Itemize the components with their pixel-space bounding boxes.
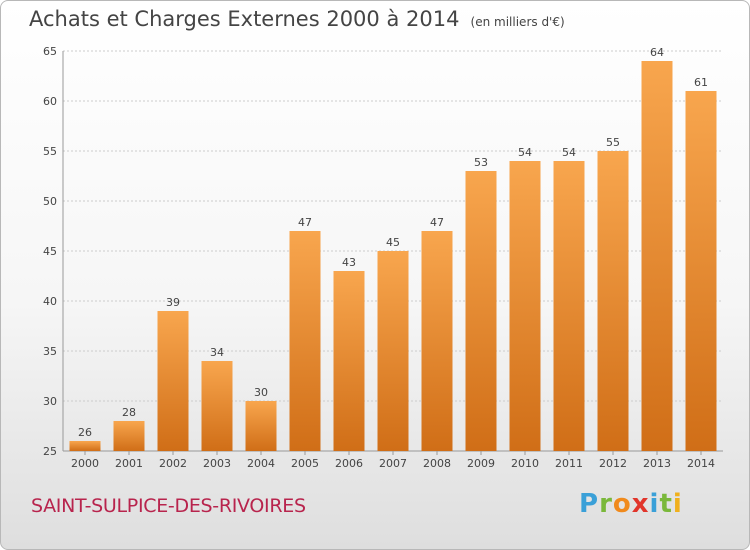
bar (377, 251, 409, 451)
bar (201, 361, 233, 451)
x-tick-label: 2014 (687, 457, 715, 470)
y-tick-label: 60 (43, 95, 57, 108)
chart-unit: (en milliers d'€) (470, 15, 565, 29)
bar (113, 421, 145, 451)
x-tick-label: 2003 (203, 457, 231, 470)
y-tick-label: 35 (43, 345, 57, 358)
x-tick-label: 2004 (247, 457, 275, 470)
bar (685, 91, 717, 451)
data-label: 39 (166, 296, 180, 309)
x-tick-label: 2006 (335, 457, 363, 470)
y-tick-label: 40 (43, 295, 57, 308)
logo-letter: o (612, 489, 632, 519)
proxiti-logo: Proxiti (579, 489, 683, 519)
x-tick-label: 2002 (159, 457, 187, 470)
data-label: 43 (342, 256, 356, 269)
data-label: 61 (694, 76, 708, 89)
y-tick-label: 55 (43, 145, 57, 158)
x-tick-label: 2010 (511, 457, 539, 470)
data-label: 26 (78, 426, 92, 439)
x-tick-label: 2005 (291, 457, 319, 470)
x-tick-label: 2001 (115, 457, 143, 470)
x-tick-label: 2008 (423, 457, 451, 470)
chart-title-text: Achats et Charges Externes 2000 à 2014 (29, 7, 460, 31)
bar (245, 401, 277, 451)
logo-letter: i (649, 489, 660, 519)
logo-letter: i (672, 489, 683, 519)
x-tick-label: 2013 (643, 457, 671, 470)
bar (465, 171, 497, 451)
logo-letter: x (631, 489, 650, 519)
bar (69, 441, 101, 451)
x-tick-label: 2009 (467, 457, 495, 470)
bar (509, 161, 541, 451)
data-label: 34 (210, 346, 224, 359)
bar (421, 231, 453, 451)
data-label: 47 (298, 216, 312, 229)
logo-letter: r (599, 489, 613, 519)
x-tick-label: 2012 (599, 457, 627, 470)
data-label: 45 (386, 236, 400, 249)
y-tick-label: 25 (43, 445, 57, 458)
data-label: 55 (606, 136, 620, 149)
bar (289, 231, 321, 451)
y-tick-label: 50 (43, 195, 57, 208)
x-tick-label: 2000 (71, 457, 99, 470)
logo-letter: t (659, 489, 673, 519)
x-tick-label: 2011 (555, 457, 583, 470)
data-label: 54 (562, 146, 576, 159)
data-label: 64 (650, 46, 664, 59)
y-tick-label: 65 (43, 45, 57, 58)
data-label: 47 (430, 216, 444, 229)
commune-name: SAINT-SULPICE-DES-RIVOIRES (31, 495, 306, 517)
x-tick-label: 2007 (379, 457, 407, 470)
data-label: 28 (122, 406, 136, 419)
y-tick-label: 45 (43, 245, 57, 258)
bar (597, 151, 629, 451)
data-label: 30 (254, 386, 268, 399)
data-label: 53 (474, 156, 488, 169)
bar (641, 61, 673, 451)
bar (157, 311, 189, 451)
data-label: 54 (518, 146, 532, 159)
bar (553, 161, 585, 451)
y-tick-label: 30 (43, 395, 57, 408)
bar (333, 271, 365, 451)
chart-title: Achats et Charges Externes 2000 à 2014 (… (29, 7, 565, 31)
logo-letter: P (579, 489, 600, 519)
